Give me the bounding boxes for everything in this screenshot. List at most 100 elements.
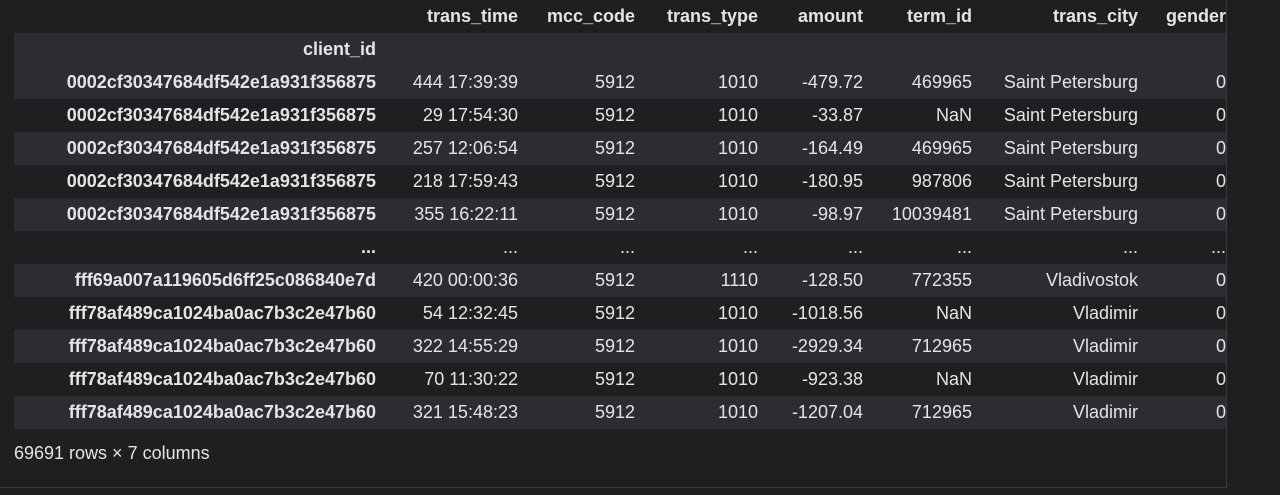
trans-type-cell: 1010 xyxy=(717,171,758,191)
gender-cell: 0 xyxy=(1215,138,1226,158)
amount-cell: -164.49 xyxy=(801,138,863,158)
trans-time-cell: 54 12:32:45 xyxy=(422,303,518,323)
trans-city-cell: Saint Petersburg xyxy=(1003,204,1138,224)
row-index-cell: fff78af489ca1024ba0ac7b3c2e47b60 xyxy=(68,336,376,356)
mcc-code-cell: 5912 xyxy=(594,138,635,158)
amount-cell: -479.72 xyxy=(801,72,863,92)
row-index-cell: fff78af489ca1024ba0ac7b3c2e47b60 xyxy=(68,369,376,389)
term-id-cell: ... xyxy=(956,237,972,257)
term-id-cell: NaN xyxy=(935,369,972,389)
table-row: fff78af489ca1024ba0ac7b3c2e47b60 70 11:30… xyxy=(14,363,1226,396)
table-row: 0002cf30347684df542e1a931f356875 355 16:2… xyxy=(14,198,1226,231)
dataframe-shape-text: 69691 rows × 7 columns xyxy=(14,443,210,463)
table-row: fff78af489ca1024ba0ac7b3c2e47b60 322 14:5… xyxy=(14,330,1226,363)
gender-cell: 0 xyxy=(1215,171,1226,191)
index-name-spacer xyxy=(758,33,863,66)
index-name-spacer xyxy=(376,33,518,66)
term-id-cell: NaN xyxy=(935,105,972,125)
mcc-code-cell: 5912 xyxy=(594,303,635,323)
trans-city-cell: Saint Petersburg xyxy=(1003,138,1138,158)
row-index-cell: 0002cf30347684df542e1a931f356875 xyxy=(66,138,376,158)
trans-time-cell: 29 17:54:30 xyxy=(422,105,518,125)
notebook-output-area: trans_time mcc_code trans_type amount te… xyxy=(0,0,1227,488)
gender-cell: 0 xyxy=(1215,336,1226,356)
table-row: fff69a007a119605d6ff25c086840e7d 420 00:0… xyxy=(14,264,1226,297)
term-id-cell: 469965 xyxy=(911,72,972,92)
gender-cell: 0 xyxy=(1215,105,1226,125)
trans-type-cell: 1010 xyxy=(717,369,758,389)
column-header-trans-time: trans_time xyxy=(426,6,518,26)
row-index-cell: fff78af489ca1024ba0ac7b3c2e47b60 xyxy=(68,402,376,422)
table-row: 0002cf30347684df542e1a931f356875 218 17:5… xyxy=(14,165,1226,198)
index-name-spacer xyxy=(863,33,972,66)
trans-time-cell: 444 17:39:39 xyxy=(412,72,518,92)
trans-time-cell: 355 16:22:11 xyxy=(414,204,518,224)
column-header-gender: gender xyxy=(1165,6,1226,26)
mcc-code-cell: 5912 xyxy=(594,171,635,191)
trans-time-cell: 321 15:48:23 xyxy=(412,402,518,422)
trans-type-cell: ... xyxy=(742,237,758,257)
amount-cell: -923.38 xyxy=(801,369,863,389)
trans-city-cell: Vladimir xyxy=(1072,336,1138,356)
row-index-cell: 0002cf30347684df542e1a931f356875 xyxy=(66,105,376,125)
mcc-code-cell: 5912 xyxy=(594,105,635,125)
row-index-cell: fff78af489ca1024ba0ac7b3c2e47b60 xyxy=(68,303,376,323)
table-body: 0002cf30347684df542e1a931f356875 444 17:3… xyxy=(14,66,1226,429)
trans-type-cell: 1110 xyxy=(720,270,758,290)
amount-cell: -180.95 xyxy=(801,171,863,191)
trans-type-cell: 1010 xyxy=(717,138,758,158)
row-index-cell: 0002cf30347684df542e1a931f356875 xyxy=(66,204,376,224)
mcc-code-cell: 5912 xyxy=(594,72,635,92)
trans-city-cell: ... xyxy=(1122,237,1138,257)
row-index-cell: fff69a007a119605d6ff25c086840e7d xyxy=(74,270,376,290)
trans-city-cell: Vladivostok xyxy=(1045,270,1138,290)
trans-city-cell: Saint Petersburg xyxy=(1003,105,1138,125)
column-header-term-id: term_id xyxy=(906,6,972,26)
trans-city-cell: Saint Petersburg xyxy=(1003,72,1138,92)
amount-cell: -128.50 xyxy=(801,270,863,290)
row-index-cell: ... xyxy=(360,237,376,257)
index-name-row: client_id xyxy=(14,33,1226,66)
trans-time-cell: ... xyxy=(502,237,518,257)
trans-type-cell: 1010 xyxy=(717,336,758,356)
trans-city-cell: Saint Petersburg xyxy=(1003,171,1138,191)
trans-type-cell: 1010 xyxy=(717,204,758,224)
row-index-cell: 0002cf30347684df542e1a931f356875 xyxy=(66,171,376,191)
table-row: fff78af489ca1024ba0ac7b3c2e47b60 321 15:4… xyxy=(14,396,1226,429)
column-header-trans-city: trans_city xyxy=(1052,6,1138,26)
amount-cell: -33.87 xyxy=(811,105,863,125)
index-header-blank xyxy=(14,0,376,33)
table-row: 0002cf30347684df542e1a931f356875 257 12:0… xyxy=(14,132,1226,165)
gender-cell: 0 xyxy=(1215,402,1226,422)
index-name-spacer xyxy=(635,33,758,66)
table-row: 0002cf30347684df542e1a931f356875 29 17:54… xyxy=(14,99,1226,132)
gender-cell: 0 xyxy=(1215,204,1226,224)
table-row: ........................ xyxy=(14,231,1226,264)
index-name-header: client_id xyxy=(302,39,376,59)
trans-time-cell: 322 14:55:29 xyxy=(412,336,518,356)
table-header: trans_time mcc_code trans_type amount te… xyxy=(14,0,1226,66)
mcc-code-cell: 5912 xyxy=(594,369,635,389)
trans-type-cell: 1010 xyxy=(717,402,758,422)
index-name-spacer xyxy=(972,33,1138,66)
table-row: 0002cf30347684df542e1a931f356875 444 17:3… xyxy=(14,66,1226,99)
amount-cell: -1018.56 xyxy=(791,303,863,323)
gender-cell: 0 xyxy=(1215,303,1226,323)
term-id-cell: 712965 xyxy=(911,402,972,422)
term-id-cell: 987806 xyxy=(911,171,972,191)
amount-cell: ... xyxy=(847,237,863,257)
gender-cell: 0 xyxy=(1215,72,1226,92)
term-id-cell: 772355 xyxy=(911,270,972,290)
term-id-cell: 712965 xyxy=(911,336,972,356)
gender-cell: 0 xyxy=(1215,369,1226,389)
trans-city-cell: Vladimir xyxy=(1072,369,1138,389)
column-header-row: trans_time mcc_code trans_type amount te… xyxy=(14,0,1226,33)
mcc-code-cell: 5912 xyxy=(594,402,635,422)
trans-city-cell: Vladimir xyxy=(1072,402,1138,422)
index-name-spacer xyxy=(1138,33,1226,66)
term-id-cell: NaN xyxy=(935,303,972,323)
amount-cell: -98.97 xyxy=(811,204,863,224)
gender-cell: 0 xyxy=(1215,270,1226,290)
trans-time-cell: 218 17:59:43 xyxy=(412,171,518,191)
index-name-spacer xyxy=(518,33,635,66)
